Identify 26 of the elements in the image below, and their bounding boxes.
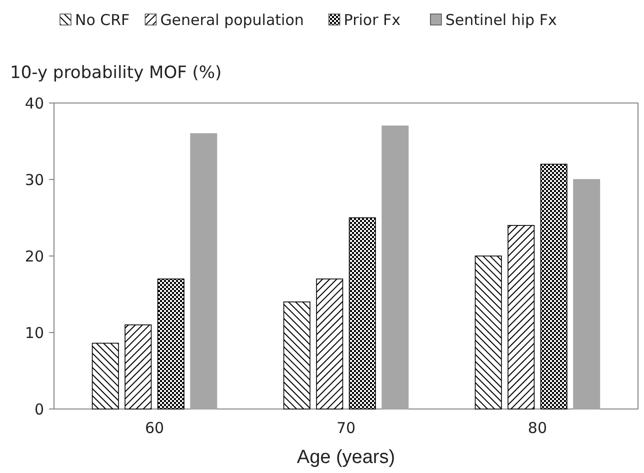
- bar: [92, 342, 119, 410]
- legend-label: Sentinel hip Fx: [445, 11, 557, 29]
- bar: [157, 278, 184, 410]
- y-tick-label: 20: [24, 247, 44, 266]
- bar: [474, 256, 502, 410]
- y-tick-label: 30: [24, 170, 44, 189]
- legend-label: General population: [160, 11, 304, 29]
- bar: [190, 133, 218, 410]
- bar: [540, 164, 568, 410]
- legend-label: No CRF: [75, 11, 130, 29]
- x-tick-label: 70: [336, 419, 356, 437]
- bar: [382, 126, 409, 410]
- x-axis-title: Age (years): [296, 447, 396, 468]
- x-tick-label: 60: [144, 419, 164, 437]
- x-tick-label: 80: [528, 419, 548, 437]
- y-tick-label: 10: [24, 324, 44, 342]
- bar: [124, 324, 152, 410]
- legend-label: Prior Fx: [344, 11, 401, 29]
- y-tick-label: 40: [24, 94, 44, 112]
- bar: [316, 278, 344, 410]
- bar: [283, 302, 310, 410]
- y-axis-title: 10-y probability MOF (%): [10, 63, 222, 83]
- bar: [573, 179, 600, 410]
- bar: [508, 225, 535, 410]
- y-tick-label: 0: [34, 400, 44, 418]
- bar: [348, 217, 376, 410]
